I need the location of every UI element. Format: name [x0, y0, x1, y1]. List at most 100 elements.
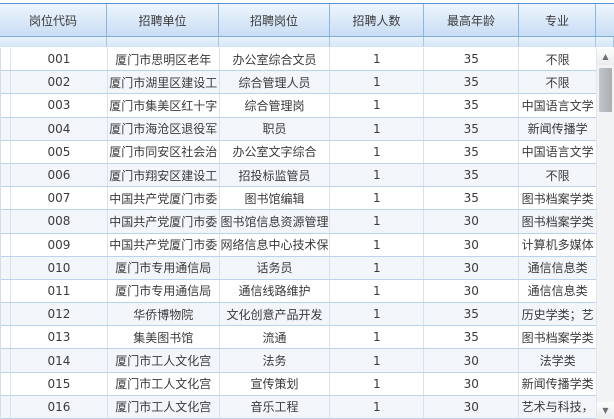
- cell-max-age[interactable]: 30: [424, 395, 520, 418]
- column-header-max-age[interactable]: 最高年龄: [424, 4, 519, 36]
- cell-unit[interactable]: 厦门市工人文化宫: [108, 372, 220, 395]
- cell-code[interactable]: 002: [11, 71, 108, 94]
- row-header-strip[interactable]: [1, 326, 11, 349]
- cell-unit[interactable]: 厦门市专用通信局: [108, 256, 220, 279]
- cell-code[interactable]: 015: [11, 372, 108, 395]
- cell-major[interactable]: 新闻传播学类: [521, 377, 594, 392]
- cell-code[interactable]: 013: [11, 326, 108, 349]
- cell-major[interactable]: 通信信息类: [527, 261, 588, 276]
- cell-code[interactable]: 016: [11, 395, 108, 418]
- cell-code[interactable]: 001: [11, 48, 108, 71]
- cell-major[interactable]: 计算机多媒体: [521, 238, 594, 253]
- cell-count[interactable]: 1: [330, 256, 425, 279]
- cell-position[interactable]: 音乐工程: [220, 395, 331, 418]
- cell-unit[interactable]: 厦门市集美区红十字: [108, 94, 220, 117]
- row-header-strip[interactable]: [1, 117, 11, 140]
- cell-unit[interactable]: 厦门市同安区社会治: [108, 140, 220, 163]
- cell-code[interactable]: 007: [11, 187, 108, 210]
- table-row[interactable]: 006 厦门市翔安区建设工 招投标监管员 1 35 不限: [1, 163, 596, 188]
- cell-max-age[interactable]: 30: [424, 256, 520, 279]
- cell-max-age[interactable]: 35: [424, 48, 520, 71]
- cell-position[interactable]: 办公室综合文员: [220, 48, 331, 71]
- cell-unit[interactable]: 厦门市湖里区建设工: [108, 71, 220, 94]
- row-header-strip[interactable]: [1, 279, 11, 303]
- cell-code[interactable]: 011: [11, 279, 108, 303]
- column-header-count[interactable]: 招聘人数: [330, 4, 424, 36]
- cell-count[interactable]: 1: [330, 395, 425, 418]
- cell-position[interactable]: 法务: [220, 349, 331, 372]
- cell-major[interactable]: 中国语言文学: [521, 98, 594, 113]
- column-header-major[interactable]: 专业: [519, 4, 596, 36]
- cell-code[interactable]: 003: [11, 94, 108, 117]
- cell-max-age[interactable]: 35: [424, 326, 520, 349]
- row-header-strip[interactable]: [1, 94, 11, 117]
- cell-major[interactable]: 图书档案学类: [521, 191, 594, 206]
- cell-position[interactable]: 文化创意产品开发: [220, 303, 331, 326]
- cell-major[interactable]: 法学类: [539, 354, 576, 369]
- cell-max-age[interactable]: 35: [424, 71, 520, 94]
- cell-max-age[interactable]: 35: [424, 117, 520, 140]
- cell-unit[interactable]: 厦门市专用通信局: [108, 279, 220, 303]
- table-row[interactable]: 013 集美图书馆 流通 1 35 图书档案学类: [1, 326, 596, 350]
- column-header-code[interactable]: 岗位代码: [0, 4, 107, 36]
- cell-count[interactable]: 1: [330, 233, 425, 256]
- cell-major[interactable]: 图书档案学类: [521, 330, 594, 345]
- row-header-strip[interactable]: [1, 395, 11, 418]
- cell-code[interactable]: 005: [11, 140, 108, 163]
- cell-unit[interactable]: 厦门市工人文化宫: [108, 349, 220, 372]
- cell-count[interactable]: 1: [330, 117, 425, 140]
- cell-position[interactable]: 图书馆信息资源管理: [220, 210, 331, 233]
- cell-position[interactable]: 宣传策划: [220, 372, 331, 395]
- cell-major[interactable]: 新闻传播学: [527, 122, 588, 137]
- row-header-strip[interactable]: [1, 140, 11, 163]
- cell-code[interactable]: 010: [11, 256, 108, 279]
- table-row[interactable]: 015 厦门市工人文化宫 宣传策划 1 30 新闻传播学类: [1, 372, 596, 396]
- column-header-unit[interactable]: 招聘单位: [107, 4, 219, 36]
- table-row[interactable]: 009 中国共产党厦门市委 网络信息中心技术保 1 30 计算机多媒体: [1, 233, 596, 257]
- cell-count[interactable]: 1: [330, 163, 425, 187]
- cell-major[interactable]: 不限: [545, 75, 570, 90]
- cell-count[interactable]: 1: [330, 210, 425, 233]
- row-header-strip[interactable]: [1, 349, 11, 372]
- cell-count[interactable]: 1: [330, 326, 425, 349]
- row-header-strip[interactable]: [1, 48, 11, 71]
- cell-count[interactable]: 1: [330, 303, 425, 326]
- cell-code[interactable]: 008: [11, 210, 108, 233]
- cell-max-age[interactable]: 30: [424, 210, 520, 233]
- cell-code[interactable]: 006: [11, 163, 108, 187]
- table-row[interactable]: 001 厦门市思明区老年 办公室综合文员 1 35 不限: [1, 48, 596, 72]
- cell-code[interactable]: 009: [11, 233, 108, 256]
- table-row[interactable]: 011 厦门市专用通信局 通信线路维护 1 30 通信信息类: [1, 279, 596, 304]
- cell-position[interactable]: 图书馆编辑: [220, 187, 331, 210]
- cell-unit[interactable]: 中国共产党厦门市委: [108, 187, 220, 210]
- cell-count[interactable]: 1: [330, 187, 425, 210]
- cell-position[interactable]: 职员: [220, 117, 331, 140]
- column-header-position[interactable]: 招聘岗位: [219, 4, 330, 36]
- vertical-scrollbar[interactable]: ▲ ▼: [596, 48, 614, 419]
- cell-code[interactable]: 012: [11, 303, 108, 326]
- cell-max-age[interactable]: 30: [424, 233, 520, 256]
- table-row[interactable]: 012 华侨博物院 文化创意产品开发 1 35 历史学类；艺: [1, 303, 596, 327]
- cell-count[interactable]: 1: [330, 71, 425, 94]
- cell-unit[interactable]: 厦门市思明区老年: [108, 48, 220, 71]
- row-header-strip[interactable]: [1, 71, 11, 94]
- cell-max-age[interactable]: 35: [424, 94, 520, 117]
- cell-major[interactable]: 图书档案学类: [521, 214, 594, 229]
- table-row[interactable]: 005 厦门市同安区社会治 办公室文字综合 1 35 中国语言文学: [1, 140, 596, 164]
- cell-count[interactable]: 1: [330, 48, 425, 71]
- cell-position[interactable]: 综合管理人员: [220, 71, 331, 94]
- cell-unit[interactable]: 中国共产党厦门市委: [108, 210, 220, 233]
- row-header-strip[interactable]: [1, 256, 11, 279]
- table-row[interactable]: 008 中国共产党厦门市委 图书馆信息资源管理 1 30 图书档案学类: [1, 210, 596, 234]
- cell-max-age[interactable]: 30: [424, 372, 520, 395]
- table-row[interactable]: 003 厦门市集美区红十字 综合管理岗 1 35 中国语言文学: [1, 94, 596, 118]
- table-row[interactable]: 004 厦门市海沧区退役军 职员 1 35 新闻传播学: [1, 117, 596, 141]
- cell-major[interactable]: 不限: [545, 168, 570, 183]
- table-row[interactable]: 002 厦门市湖里区建设工 综合管理人员 1 35 不限: [1, 71, 596, 95]
- row-header-strip[interactable]: [1, 303, 11, 326]
- cell-max-age[interactable]: 35: [424, 163, 520, 187]
- cell-unit[interactable]: 厦门市翔安区建设工: [108, 163, 220, 187]
- cell-unit[interactable]: 中国共产党厦门市委: [108, 233, 220, 256]
- cell-count[interactable]: 1: [330, 94, 425, 117]
- cell-position[interactable]: 办公室文字综合: [220, 140, 331, 163]
